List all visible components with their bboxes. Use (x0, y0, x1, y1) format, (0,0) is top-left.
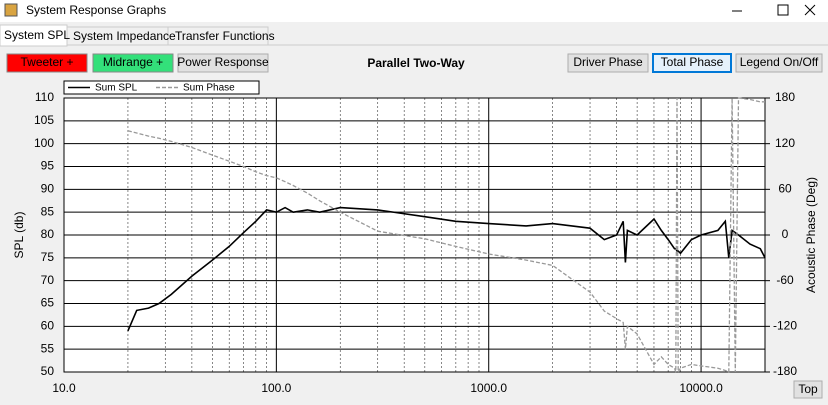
y-tick-label: 80 (41, 227, 55, 241)
driver-phase-button[interactable] (567, 53, 649, 73)
tab-label: Transfer Functions (175, 29, 275, 43)
y-tick-label: 60 (41, 319, 55, 333)
plot-frame (63, 97, 766, 373)
y-tick-label: 100 (34, 136, 54, 150)
close[interactable] (804, 4, 816, 16)
y2-tick-label: 0 (782, 227, 789, 241)
y2-tick-label: 60 (778, 182, 792, 196)
y-tick-label: 95 (41, 159, 55, 173)
button-label: Driver Phase (573, 55, 643, 69)
y-tick-label: 65 (41, 296, 55, 310)
tab-label: System Impedance (73, 29, 176, 43)
legend-label: Sum Phase (183, 83, 235, 94)
y2-tick-label: -120 (773, 319, 797, 333)
y-tick-label: 50 (41, 364, 55, 378)
y-tick-label: 85 (41, 204, 55, 218)
total-phase-button[interactable] (652, 53, 732, 73)
chart-title: Parallel Two-Way (367, 56, 465, 70)
y-tick-label: 55 (41, 341, 55, 355)
x-tick-label: 1000.0 (470, 381, 507, 395)
y-axis-label: SPL (db) (12, 212, 26, 259)
legend-label: Sum SPL (95, 83, 138, 94)
y-tick-label: 105 (34, 113, 54, 127)
button-label: Top (798, 382, 818, 396)
x-tick-label: 100.0 (261, 381, 291, 395)
y2-tick-label: -180 (773, 364, 797, 378)
power-button[interactable] (177, 53, 269, 73)
y-tick-label: 70 (41, 273, 55, 287)
chart: 10.0 100.0 1000.0 10000.0 50 55 60 65 70 75 80 85 90… (34, 80, 797, 395)
legend (63, 80, 260, 95)
y-tick-label: 90 (41, 182, 55, 196)
top-button[interactable] (793, 380, 823, 399)
maximize[interactable] (777, 4, 789, 16)
button-label: Legend On/Off (740, 55, 819, 69)
legend-button[interactable] (735, 53, 823, 73)
button-label: Tweeter + (20, 55, 73, 69)
tweeter-button[interactable] (6, 53, 88, 73)
x-tick-label: 10.0 (52, 381, 76, 395)
y2-tick-label: 180 (775, 90, 795, 104)
series-line (127, 206, 766, 332)
title-bar (0, 0, 828, 22)
button-label: Power Response (177, 55, 269, 69)
tab[interactable] (167, 26, 269, 46)
y-tick-label: 110 (35, 90, 54, 104)
app-icon (4, 3, 18, 17)
midrange-button[interactable] (92, 53, 174, 73)
tab-label: System SPL (4, 28, 70, 42)
button-label: Midrange + (103, 55, 163, 69)
y2-tick-label: -60 (776, 273, 794, 287)
series-line (127, 97, 765, 375)
y2-axis-label: Acoustic Phase (Deg) (804, 177, 818, 293)
button-label: Total Phase (661, 55, 724, 69)
y2-tick-label: 120 (775, 136, 795, 150)
y-tick-label: 75 (41, 250, 55, 264)
x-tick-label: 10000.0 (679, 381, 723, 395)
window-title: System Response Graphs (26, 3, 166, 17)
